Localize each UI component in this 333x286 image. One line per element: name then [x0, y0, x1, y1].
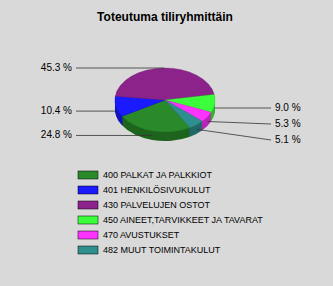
slice	[115, 68, 214, 100]
legend-swatch	[78, 216, 98, 224]
data-label: 5.3 %	[275, 118, 301, 129]
data-label: 9.0 %	[275, 102, 301, 113]
legend-label-line: 401 HENKILÖSIVUKULUT	[103, 185, 211, 195]
legend-swatch	[78, 171, 98, 179]
legend-label-line: 400 PALKAT JA PALKKIOT	[103, 170, 212, 180]
leader-line	[76, 68, 164, 69]
legend-label: 482 MUUT TOIMINTAKULUT	[103, 245, 221, 255]
pie-side-layer	[115, 69, 215, 133]
legend-label: 401 HENKILÖSIVUKULUT	[103, 185, 211, 195]
leader-line	[76, 111, 116, 112]
data-labels: 24.8 % 10.4 % 45.3 % 9.0 % 5.3 % 5.1 %	[41, 62, 301, 145]
legend-label: 470 AVUSTUKSET	[103, 230, 180, 240]
legend-swatch	[78, 231, 98, 239]
legend-label: 400 PALKAT JA PALKKIOT	[103, 170, 212, 180]
legend: 400 PALKAT JA PALKKIOT 401 HENKILÖSIVUKUL…	[78, 170, 263, 255]
background	[0, 0, 333, 286]
pie-side	[115, 69, 215, 141]
data-label: 45.3 %	[41, 62, 72, 73]
legend-swatch	[78, 246, 98, 254]
pie-top	[115, 68, 215, 132]
legend-label-line: 430 PALVELUJEN OSTOT	[103, 200, 211, 210]
legend-label-line: 470 AVUSTUKSET	[103, 230, 180, 240]
title: Toteutuma tiliryhmittäin	[97, 10, 233, 24]
legend-label-line: 450 AINEET,TARVIKKEET JA TAVARAT	[103, 215, 263, 225]
leader-line	[197, 129, 271, 140]
legend-swatch	[78, 201, 98, 209]
data-label: 5.1 %	[275, 134, 301, 145]
legend-label-line: 482 MUUT TOIMINTAKULUT	[103, 245, 221, 255]
data-label: 10.4 %	[41, 105, 72, 116]
leader-line	[207, 121, 271, 124]
data-label: 24.8 %	[41, 129, 72, 140]
slice	[165, 100, 202, 128]
leader-line	[76, 135, 152, 136]
chart: Toteutuma tiliryhmittäin 24.8 % 10.4 % 45.3…	[0, 0, 333, 286]
leader-line	[215, 108, 271, 109]
legend-label: 450 AINEET,TARVIKKEET JA TAVARAT	[103, 215, 263, 225]
legend-label: 430 PALVELUJEN OSTOT	[103, 200, 211, 210]
legend-swatch	[78, 186, 98, 194]
